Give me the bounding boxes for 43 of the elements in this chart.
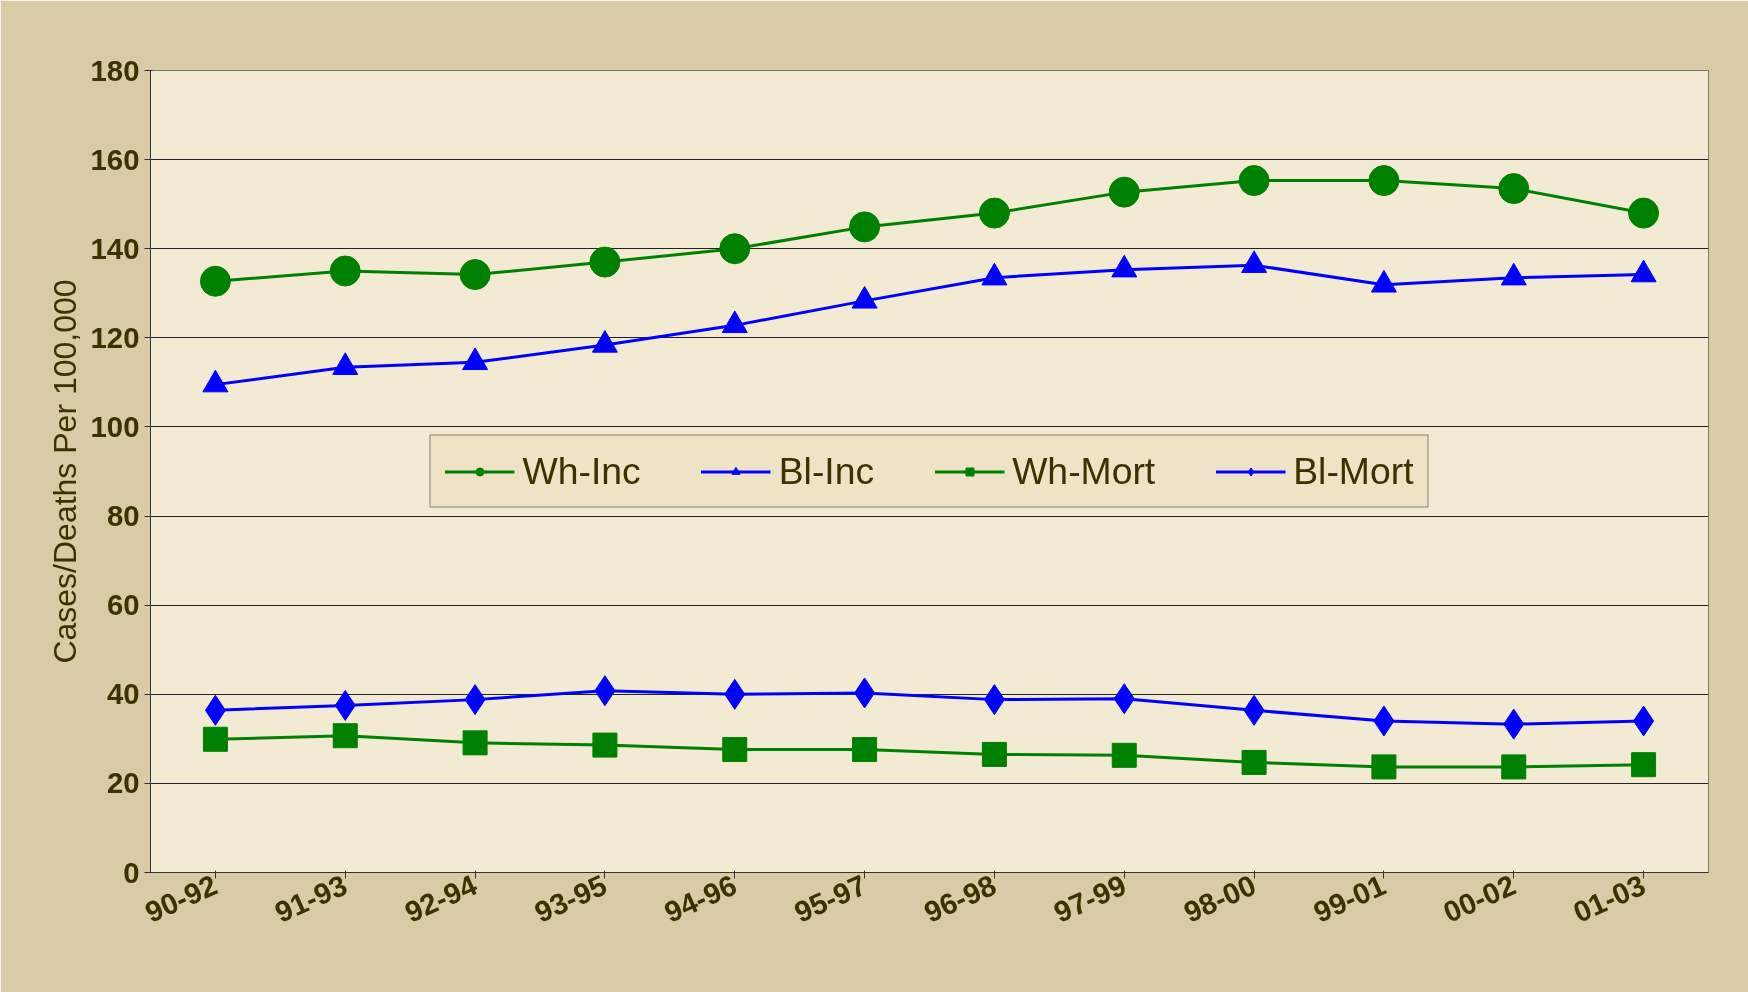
y-tick-label: 120: [90, 320, 140, 354]
point: [1498, 173, 1530, 205]
point: [592, 732, 618, 758]
x-tick-label: 90-92: [139, 867, 222, 929]
point: [459, 259, 491, 291]
x-tick-label: 93-95: [529, 867, 612, 929]
legend-label: Bl-Inc: [778, 449, 875, 493]
point: [1371, 754, 1397, 780]
point: [199, 265, 231, 297]
x-tick-label: 94-96: [659, 867, 742, 929]
x-tick-label: 01-03: [1568, 867, 1651, 929]
y-tick-label: 180: [90, 53, 140, 87]
y-tick-label: 0: [123, 855, 140, 889]
point: [202, 726, 228, 752]
point: [1501, 754, 1527, 780]
point: [1241, 749, 1267, 775]
y-tick-label: 60: [106, 588, 140, 622]
point: [1368, 165, 1400, 197]
point: [849, 211, 881, 243]
y-axis-title: Cases/Deaths Per 100,000: [46, 279, 83, 664]
y-tick-label: 20: [106, 766, 140, 800]
x-tick-label: 97-99: [1048, 867, 1131, 929]
y-tick-label: 100: [90, 409, 140, 443]
x-tick-label: 99-01: [1308, 867, 1391, 929]
y-tick-label: 80: [106, 499, 140, 533]
x-tick-label: 92-94: [399, 867, 483, 929]
point: [719, 233, 751, 265]
point: [978, 197, 1010, 229]
x-tick-label: 98-00: [1178, 867, 1261, 929]
y-tick-label: 140: [90, 231, 140, 265]
x-tick-label: 95-97: [789, 867, 872, 929]
x-tick-label: 00-02: [1438, 867, 1521, 929]
x-tick-label: 96-98: [918, 867, 1001, 929]
point: [462, 730, 488, 756]
point: [1631, 752, 1657, 778]
legend-label: Wh-Inc: [522, 449, 641, 493]
y-tick-label: 40: [106, 677, 140, 711]
y-tick-label: 160: [90, 142, 140, 176]
point: [1238, 165, 1270, 197]
x-tick-label: 91-93: [269, 867, 352, 929]
point: [1628, 197, 1660, 229]
legend-label: Bl-Mort: [1293, 449, 1414, 493]
legend-label: Wh-Mort: [1012, 449, 1156, 493]
